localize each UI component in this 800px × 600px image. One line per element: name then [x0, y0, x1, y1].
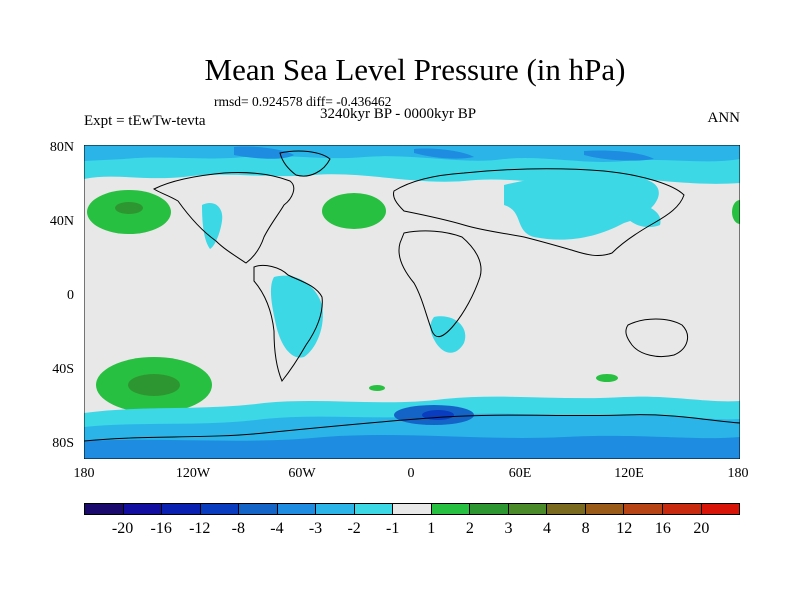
antarctica-coast — [84, 414, 740, 442]
lon-label-120w: 120W — [175, 466, 211, 481]
colorbar-label: 16 — [654, 520, 671, 537]
pressure-map — [84, 145, 740, 459]
lon-label-60e: 60E — [508, 466, 532, 481]
colorbar-label: -4 — [270, 520, 284, 537]
lat-label-80n: 80N — [49, 140, 74, 155]
colorbar — [84, 503, 740, 515]
colorbar-label: 8 — [581, 520, 590, 537]
africa-coast — [398, 230, 482, 338]
eurasia-coast — [393, 168, 685, 256]
s-america-cyan-region — [270, 275, 323, 358]
colorbar-label: 20 — [693, 520, 710, 537]
south-america-coast — [253, 264, 323, 382]
s-atlantic-patch — [369, 385, 385, 391]
dateline-high-edge — [732, 200, 740, 224]
colorbar-label: 12 — [616, 520, 633, 537]
colorbar-swatch — [547, 504, 586, 514]
colorbar-swatch — [85, 504, 124, 514]
colorbar-label: -8 — [231, 520, 245, 537]
colorbar-label: 3 — [504, 520, 513, 537]
australia-coast — [625, 318, 689, 358]
colorbar-swatch — [470, 504, 509, 514]
arctic-darker-patches — [234, 146, 654, 161]
colorbar-label: 1 — [427, 520, 436, 537]
colorbar-swatch — [431, 504, 471, 514]
colorbar-swatch — [200, 504, 240, 514]
colorbar-swatch — [624, 504, 663, 514]
indian-ocean-patch — [596, 374, 618, 382]
colorbar-label: 4 — [543, 520, 552, 537]
map-title: Mean Sea Level Pressure (in hPa) — [204, 52, 626, 87]
north-america-coast — [153, 172, 295, 264]
antarctic-blue — [84, 435, 740, 459]
colorbar-label: -16 — [150, 520, 172, 537]
colorbar-label: -1 — [386, 520, 400, 537]
experiment-label: Expt = tEwTw-tevta — [84, 113, 206, 129]
s-africa-cyan-region — [430, 316, 466, 353]
colorbar-label: -12 — [189, 520, 211, 537]
colorbar-swatch — [701, 504, 740, 514]
n-atlantic-high — [322, 193, 386, 229]
period-label: 3240kyr BP - 0000kyr BP — [320, 106, 477, 122]
n-pacific-high-core — [115, 202, 143, 214]
s-pacific-high-core — [128, 374, 180, 396]
colorbar-swatch — [316, 504, 355, 514]
colorbar-label: -2 — [347, 520, 361, 537]
colorbar-swatch — [585, 504, 625, 514]
colorbar-swatch — [508, 504, 548, 514]
season-label: ANN — [707, 110, 741, 126]
lon-label-0: 0 — [407, 466, 415, 481]
greenland-coast — [279, 150, 331, 177]
colorbar-swatch — [239, 504, 278, 514]
lat-label-40n: 40N — [49, 214, 74, 229]
lon-label-180w: 180 — [73, 466, 95, 481]
colorbar-label: 2 — [465, 520, 474, 537]
lon-label-180e: 180 — [727, 466, 749, 481]
asia-cyan-region — [504, 174, 659, 240]
east-asia-cyan-patch — [624, 204, 661, 228]
lat-label-0: 0 — [67, 288, 74, 303]
lon-label-120e: 120E — [614, 466, 644, 481]
n-atlantic-cyan-tongue — [202, 202, 223, 249]
colorbar-label: -3 — [308, 520, 323, 537]
colorbar-swatch — [662, 504, 702, 514]
colorbar-swatch — [354, 504, 394, 514]
lat-label-40s: 40S — [52, 362, 74, 377]
colorbar-swatch — [162, 504, 201, 514]
rmsd-diff-stats: rmsd= 0.924578 diff= -0.436462 — [214, 94, 392, 109]
colorbar-swatch — [123, 504, 163, 514]
coastlines — [84, 150, 740, 442]
colorbar-swatch — [277, 504, 317, 514]
lon-label-60w: 60W — [288, 466, 316, 481]
lat-label-80s: 80S — [52, 436, 74, 451]
colorbar-swatch — [393, 504, 432, 514]
colorbar-label: -20 — [111, 520, 134, 537]
